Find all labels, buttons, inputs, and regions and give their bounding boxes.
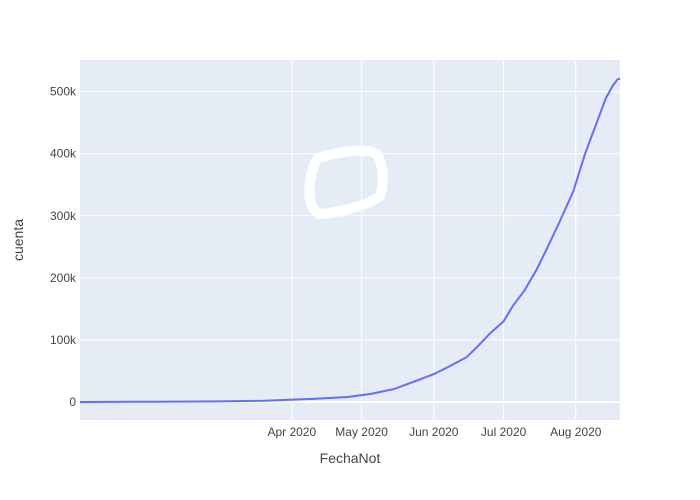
x-axis-title: FechaNot [320,450,381,466]
y-tick-label: 300k [50,209,77,223]
y-tick-label: 500k [50,85,77,99]
y-tick-label: 0 [69,395,76,409]
series-layer [79,77,621,403]
x-tick-label: Jul 2020 [481,425,527,439]
x-tick-label: Apr 2020 [267,425,316,439]
x-tick-label: May 2020 [335,425,388,439]
annotation-layer [304,145,388,219]
y-axis-title: cuenta [10,219,26,261]
y-tick-label: 100k [50,333,77,347]
y-tick-label: 400k [50,147,77,161]
y-tick-label: 200k [50,271,77,285]
x-tick-label: Aug 2020 [550,425,602,439]
x-tick-label: Jun 2020 [409,425,459,439]
plot-background [80,60,620,420]
x-axis-ticks: Apr 2020 May 2020 Jun 2020 Jul 2020 Aug 2020 [267,425,601,439]
y-axis-ticks: 0 100k 200k 300k 400k 500k [50,85,77,409]
hand-drawn-scribble [304,145,388,219]
series-line [79,77,621,403]
